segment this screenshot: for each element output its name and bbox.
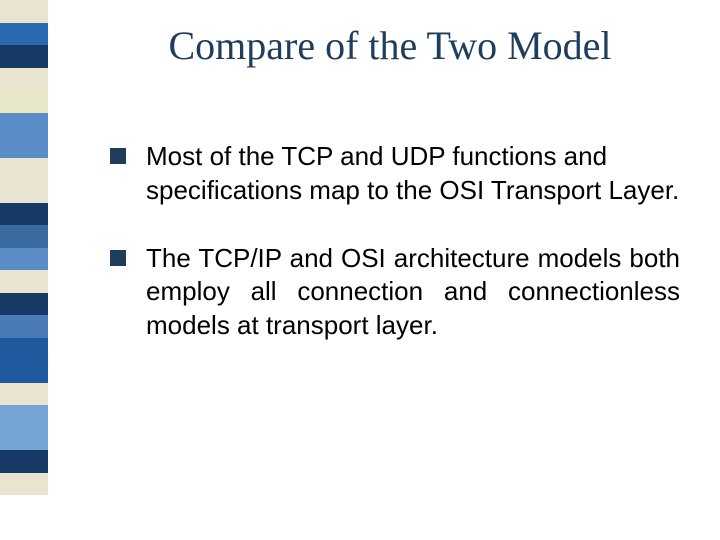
sidebar-block: [0, 0, 48, 23]
sidebar-block: [0, 383, 48, 406]
sidebar-block: [0, 360, 48, 383]
sidebar-block: [0, 495, 48, 518]
sidebar-block: [0, 518, 48, 540]
sidebar-block: [0, 315, 48, 338]
bullet-item: The TCP/IP and OSI architecture models b…: [110, 242, 680, 343]
sidebar-block: [0, 203, 48, 226]
sidebar-block: [0, 473, 48, 496]
decorative-sidebar: [0, 0, 48, 540]
bullet-text: Most of the TCP and UDP functions and sp…: [146, 140, 680, 208]
slide-title: Compare of the Two Model: [100, 22, 680, 69]
sidebar-block: [0, 270, 48, 293]
sidebar-block: [0, 45, 48, 68]
sidebar-block: [0, 405, 48, 428]
sidebar-block: [0, 23, 48, 46]
sidebar-block: [0, 113, 48, 136]
bullet-icon: [110, 250, 126, 266]
bullet-item: Most of the TCP and UDP functions and sp…: [110, 140, 680, 208]
sidebar-block: [0, 135, 48, 158]
sidebar-block: [0, 225, 48, 248]
sidebar-block: [0, 90, 48, 113]
sidebar-block: [0, 248, 48, 271]
sidebar-block: [0, 450, 48, 473]
sidebar-block: [0, 428, 48, 451]
sidebar-block: [0, 293, 48, 316]
sidebar-block: [0, 158, 48, 181]
sidebar-block: [0, 338, 48, 361]
sidebar-block: [0, 68, 48, 91]
slide-body: Most of the TCP and UDP functions and sp…: [110, 140, 680, 377]
bullet-icon: [110, 148, 126, 164]
bullet-text: The TCP/IP and OSI architecture models b…: [146, 242, 680, 343]
sidebar-block: [0, 180, 48, 203]
